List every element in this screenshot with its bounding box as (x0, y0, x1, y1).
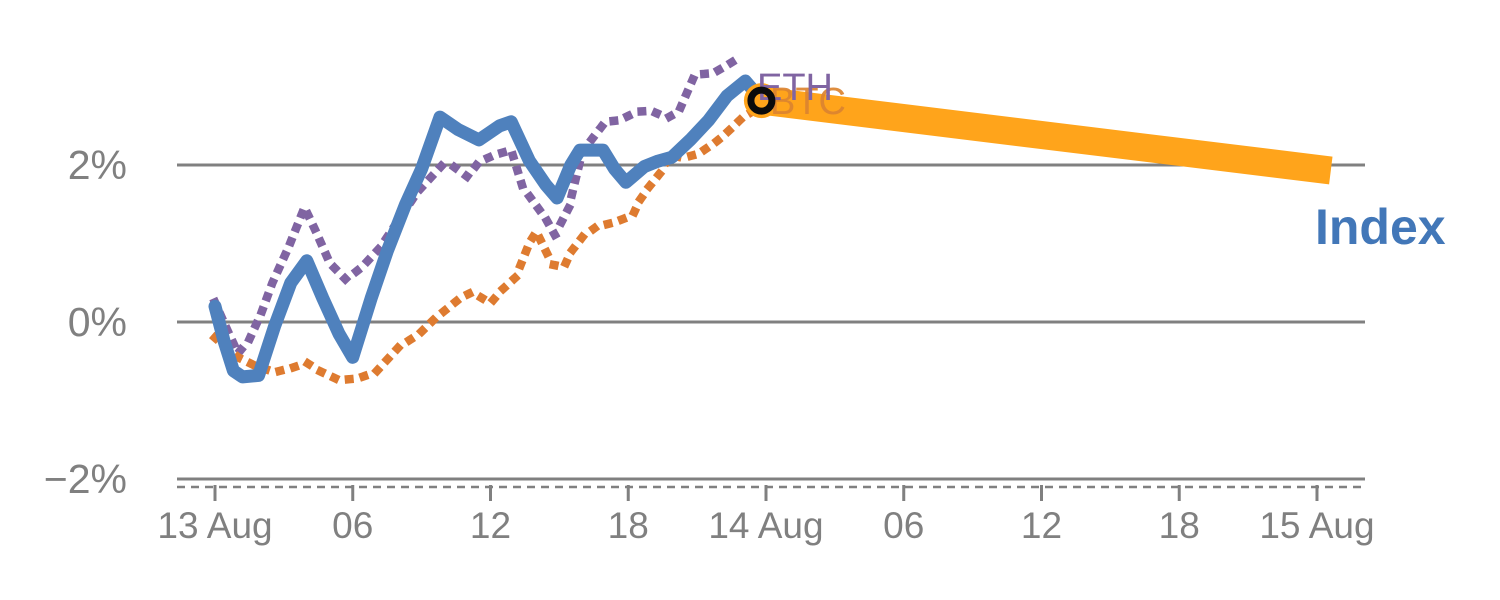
x-tick-label: 13 Aug (157, 505, 272, 546)
y-tick-label: 2% (68, 142, 127, 188)
current-point-open-circle-marker (747, 86, 776, 115)
x-tick-label: 18 (1159, 505, 1200, 546)
x-tick-label: 12 (470, 505, 511, 546)
x-tick-label: 06 (332, 505, 373, 546)
series-label-index: Index (1315, 199, 1446, 255)
y-tick-label: −2% (44, 456, 127, 502)
x-tick-label: 14 Aug (708, 505, 823, 546)
series-label-btc: BTC (770, 81, 846, 123)
x-tick-label: 12 (1021, 505, 1062, 546)
x-tick-label: 06 (883, 505, 924, 546)
current-point-marker-layer (747, 86, 776, 115)
x-axis-layer: 13 Aug 06 12 18 14 Aug 06 12 18 15 Aug (157, 485, 1375, 546)
x-tick-label: 15 Aug (1259, 505, 1374, 546)
x-tick-label: 18 (608, 505, 649, 546)
line-series-index (208, 74, 768, 384)
gridlines-layer: 2% 0% −2% (44, 142, 1365, 502)
line-series-index-projection (759, 86, 1333, 185)
line-series-eth (209, 50, 747, 362)
y-tick-label: 0% (68, 299, 127, 345)
